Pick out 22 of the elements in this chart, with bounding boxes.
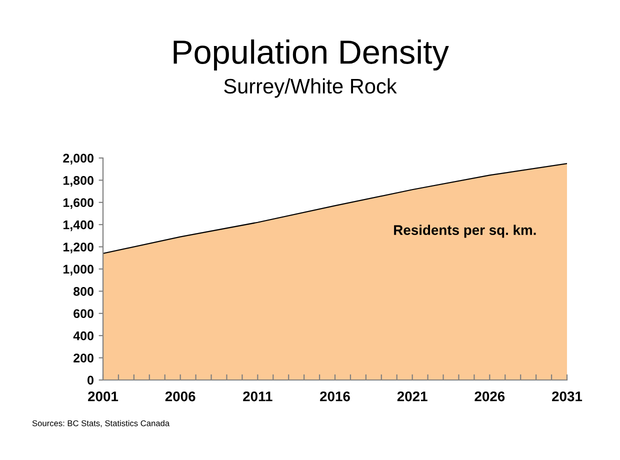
source-note: Sources: BC Stats, Statistics Canada: [32, 420, 170, 428]
y-tick-label: 1,200: [63, 242, 94, 254]
y-tick-label: 600: [74, 309, 94, 318]
x-tick-label: 2001: [88, 391, 118, 402]
chart-title: Population Density: [174, 39, 449, 71]
x-tick-label: 2016: [320, 391, 350, 402]
x-tick-label: 2031: [552, 391, 582, 402]
y-tick-label: 2,000: [63, 154, 94, 164]
y-tick-label: 0: [88, 376, 94, 385]
y-tick-label: 1,800: [63, 176, 94, 187]
x-tick-label: 2011: [243, 391, 272, 402]
y-tick-label: 1,000: [63, 264, 94, 276]
y-tick-label: 1,600: [63, 198, 94, 209]
y-tick-label: 1,400: [63, 220, 94, 232]
x-tick-label: 2021: [397, 391, 428, 402]
y-tick-label: 800: [74, 287, 94, 296]
x-tick-label: 2026: [474, 391, 505, 402]
y-tick-label: 400: [73, 331, 94, 340]
y-tick-label: 200: [74, 354, 94, 362]
chart-subtitle: Surrey/White Rock: [224, 78, 397, 98]
annotation: Residents per sq. km.: [394, 224, 536, 238]
x-tick-label: 2006: [165, 391, 196, 402]
